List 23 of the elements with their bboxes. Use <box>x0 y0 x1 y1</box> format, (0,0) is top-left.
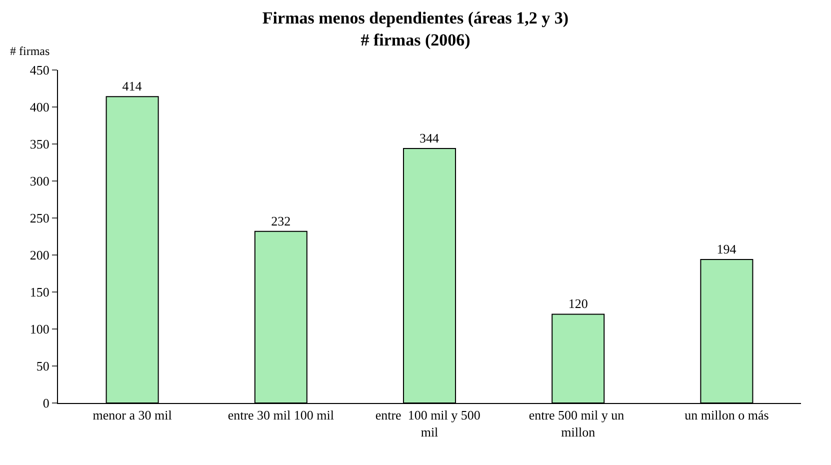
y-tick-label: 250 <box>30 210 50 226</box>
chart-subtitle: # firmas (2006) <box>360 30 470 50</box>
data-label: 120 <box>568 296 588 312</box>
y-tick-label: 400 <box>30 100 50 115</box>
y-tick-label: 350 <box>30 136 50 152</box>
y-tick-label: 0 <box>42 396 50 411</box>
y-tick-label: 300 <box>30 174 50 189</box>
data-label: 194 <box>716 241 737 256</box>
x-tick-label: un millon o más <box>684 408 769 423</box>
x-tick-label: entre 500 mil y un millon <box>528 408 628 440</box>
data-label: 414 <box>122 78 142 94</box>
x-tick-label: entre 100 mil y 500 mil <box>375 408 484 440</box>
data-label: 232 <box>271 213 291 228</box>
y-tick-label: 50 <box>36 358 50 374</box>
y-tick-label: 200 <box>30 248 50 263</box>
x-tick-label: menor a 30 mil <box>92 408 172 423</box>
y-tick-label: 100 <box>30 322 50 337</box>
y-axis-title: # firmas <box>10 44 50 58</box>
y-tick-label: 150 <box>30 284 50 300</box>
data-label: 344 <box>420 130 440 146</box>
y-tick-label: 450 <box>30 62 50 78</box>
x-tick-label: entre 30 mil 100 mil <box>228 408 334 423</box>
chart-title: Firmas menos dependientes (áreas 1,2 y 3) <box>262 8 569 28</box>
